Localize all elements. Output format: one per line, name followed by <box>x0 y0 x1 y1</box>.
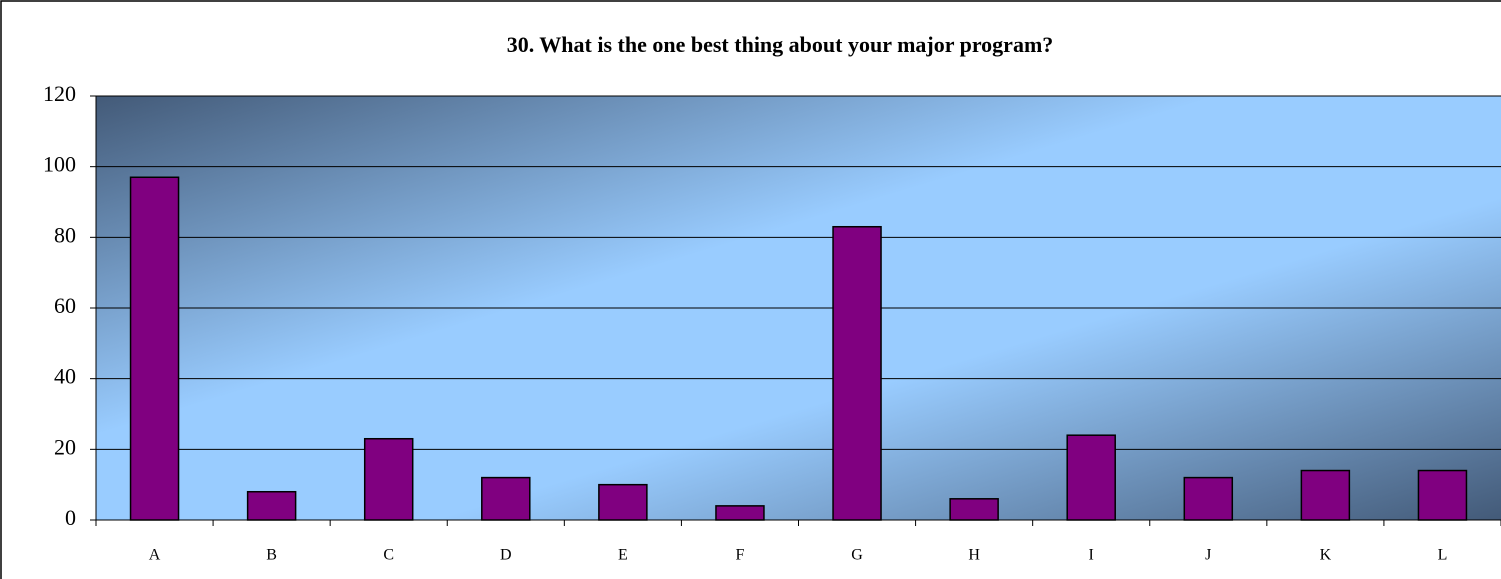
bar <box>715 505 765 521</box>
x-tick-label: I <box>1089 547 1094 564</box>
x-tick-label: D <box>500 547 512 564</box>
x-tick-label: A <box>149 547 161 564</box>
y-tick-label: 60 <box>54 293 76 318</box>
bar <box>1183 476 1234 521</box>
bar <box>481 476 531 521</box>
x-tick-label: E <box>618 547 628 564</box>
y-tick-label: 100 <box>43 152 76 177</box>
y-tick-label: 0 <box>65 505 76 530</box>
chart-title: 30. What is the one best thing about you… <box>507 32 1054 57</box>
x-tick-label: L <box>1438 547 1448 564</box>
x-tick-label: K <box>1320 547 1332 564</box>
y-tick-label: 40 <box>54 364 76 389</box>
y-tick-label: 80 <box>54 222 76 247</box>
y-tick-label: 20 <box>54 434 76 459</box>
x-tick-label: J <box>1205 547 1211 564</box>
y-tick-label: 120 <box>43 81 76 106</box>
bar <box>363 437 414 521</box>
bar <box>1066 434 1116 521</box>
bar <box>129 176 180 521</box>
bar <box>1417 469 1468 521</box>
bar <box>832 225 882 521</box>
x-tick-label: H <box>968 547 980 564</box>
bar <box>1300 469 1351 521</box>
bar <box>949 498 999 521</box>
x-tick-label: B <box>266 547 277 564</box>
x-tick-label: G <box>851 547 863 564</box>
bar <box>598 483 648 521</box>
x-tick-label: F <box>736 547 745 564</box>
x-tick-label: C <box>383 547 394 564</box>
bar <box>246 490 297 521</box>
